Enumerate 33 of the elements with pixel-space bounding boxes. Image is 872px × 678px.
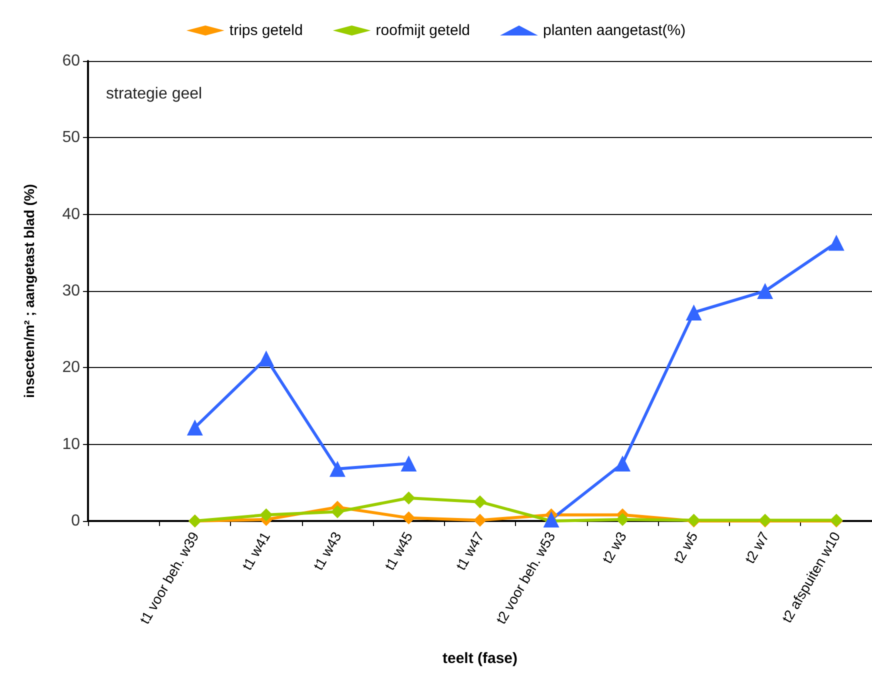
y-tick-label: 10 [62, 436, 80, 453]
legend-label: roofmijt geteld [376, 22, 470, 39]
y-tick-label: 20 [62, 359, 80, 376]
point [330, 505, 344, 518]
x-tick-label: t2 w5 [670, 528, 701, 566]
x-axis-title: teelt (fase) [442, 650, 518, 667]
point [329, 460, 346, 477]
y-tick-label: 40 [62, 206, 80, 223]
legend-label: trips geteld [229, 22, 303, 39]
point [402, 492, 416, 504]
point [474, 514, 486, 527]
point [474, 495, 486, 508]
point [402, 511, 416, 524]
point [757, 283, 774, 299]
point [186, 419, 203, 436]
x-tick-label: t1 w41 [238, 528, 274, 573]
legend-label: planten aangetast(%) [542, 22, 686, 39]
point [686, 304, 702, 320]
y-tick-label: 30 [62, 282, 80, 300]
x-tick-label: t2 w7 [741, 528, 772, 566]
point [616, 512, 630, 526]
point [260, 508, 273, 522]
point [258, 350, 274, 366]
y-tick-label: 0 [71, 512, 80, 530]
point [828, 234, 844, 251]
y-tick-label: 60 [62, 52, 80, 70]
point [400, 456, 417, 472]
point [543, 511, 560, 528]
point [614, 456, 631, 472]
y-axis-title: insecten/m² ; aangetast blad (%) [21, 184, 37, 398]
x-tick-label: t2 w3 [598, 528, 630, 566]
y-tick-label: 50 [62, 129, 80, 146]
annotation: strategie geel [106, 86, 202, 102]
